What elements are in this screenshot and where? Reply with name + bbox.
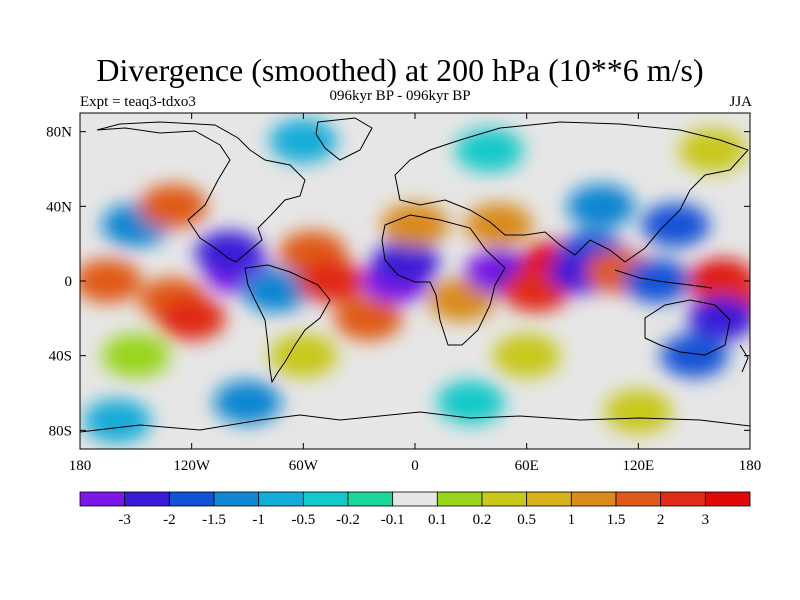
coast-indonesia xyxy=(614,269,713,289)
colorbar-swatch xyxy=(168,491,215,507)
x-tick-label: 60W xyxy=(289,458,319,474)
colorbar-label: -0.5 xyxy=(291,512,315,528)
coastlines xyxy=(80,117,750,433)
field-cell xyxy=(371,240,440,285)
colorbar-swatch xyxy=(79,491,126,507)
field-cell xyxy=(641,203,710,247)
field-cell xyxy=(660,333,729,378)
chart-subtitle: 096kyr BP - 096kyr BP xyxy=(329,88,471,104)
field-cell xyxy=(241,268,310,313)
colorbar-label: -3 xyxy=(118,512,131,528)
field-cell xyxy=(297,259,366,303)
field-cell xyxy=(334,296,403,341)
colorbar-label: 1 xyxy=(568,512,576,528)
colorbar-label: -0.2 xyxy=(336,512,360,528)
coast-north-america xyxy=(96,121,306,263)
colorbar-swatch xyxy=(213,491,260,507)
coast-africa xyxy=(381,214,506,346)
coast-antarctica xyxy=(80,411,750,433)
colorbar-swatch xyxy=(481,491,528,507)
colorbar-label: 2 xyxy=(657,512,665,528)
colorbar-label: -1 xyxy=(252,512,265,528)
colorbar-swatch xyxy=(302,491,349,507)
field-cell xyxy=(194,231,263,275)
divergence-field xyxy=(80,119,750,443)
y-tick-label: 40N xyxy=(46,199,72,215)
field-cell xyxy=(688,296,750,341)
season-label: JJA xyxy=(729,94,752,110)
colorbar-swatch xyxy=(436,491,483,507)
colorbar-label: -0.1 xyxy=(381,512,405,528)
chart-title: Divergence (smoothed) at 200 hPa (10**6 … xyxy=(96,52,704,88)
x-tick-label: 180 xyxy=(739,458,762,474)
colorbar-swatch xyxy=(392,491,438,507)
colorbar-swatch xyxy=(258,491,304,507)
colorbar-label: 0.5 xyxy=(517,512,536,528)
axis-ticks: 180 120W 60W 0 60E 120E 180 80N 40N 0 40S 80S xyxy=(46,113,761,474)
coast-australia xyxy=(644,299,731,356)
y-tick-label: 40S xyxy=(49,349,72,365)
field-cell xyxy=(139,184,208,229)
x-tick-label: 120E xyxy=(622,458,654,474)
x-tick-label: 60E xyxy=(515,458,539,474)
field-cell xyxy=(455,128,524,173)
colorbar-label: 0.2 xyxy=(473,512,492,528)
field-cell xyxy=(678,128,747,173)
colorbar-label: -2 xyxy=(163,512,176,528)
colorbar: -3 -2 -1.5 -1 -0.5 -0.2 -0.1 0.1 0.2 0.5 1 1.5 2 3 xyxy=(79,491,751,528)
coast-eurasia xyxy=(394,121,749,263)
field-cell xyxy=(157,296,226,341)
field-cell xyxy=(269,119,338,163)
field-cell xyxy=(83,399,152,443)
x-tick-label: 0 xyxy=(411,458,419,474)
y-tick-label: 80S xyxy=(49,423,72,439)
x-tick-label: 120W xyxy=(173,458,211,474)
field-cell xyxy=(213,380,282,425)
field-cell xyxy=(604,389,673,434)
coast-new-zealand xyxy=(739,344,749,373)
colorbar-swatch xyxy=(124,491,170,507)
field-cell xyxy=(269,333,338,378)
x-tick-label: 180 xyxy=(69,458,92,474)
field-cell xyxy=(567,184,636,229)
colorbar-swatch xyxy=(615,491,662,507)
colorbar-swatch xyxy=(347,491,394,507)
coast-south-america xyxy=(244,264,331,384)
coast-greenland xyxy=(315,117,373,161)
colorbar-label: 0.1 xyxy=(428,512,447,528)
colorbar-swatch xyxy=(704,491,751,507)
experiment-label: Expt = teaq3-tdxo3 xyxy=(80,94,196,110)
field-cell xyxy=(101,333,170,378)
colorbar-label: 1.5 xyxy=(607,512,626,528)
colorbar-swatch xyxy=(660,491,706,507)
field-cell xyxy=(436,380,505,425)
y-tick-label: 80N xyxy=(46,125,72,141)
field-cell xyxy=(492,333,561,378)
field-cell xyxy=(381,203,449,247)
field-cell xyxy=(80,259,142,303)
field-cell xyxy=(464,203,533,247)
colorbar-swatch xyxy=(526,491,572,507)
colorbar-label: -1.5 xyxy=(202,512,226,528)
y-tick-label: 0 xyxy=(65,274,73,290)
colorbar-label: 3 xyxy=(702,512,710,528)
colorbar-swatch xyxy=(570,491,617,507)
